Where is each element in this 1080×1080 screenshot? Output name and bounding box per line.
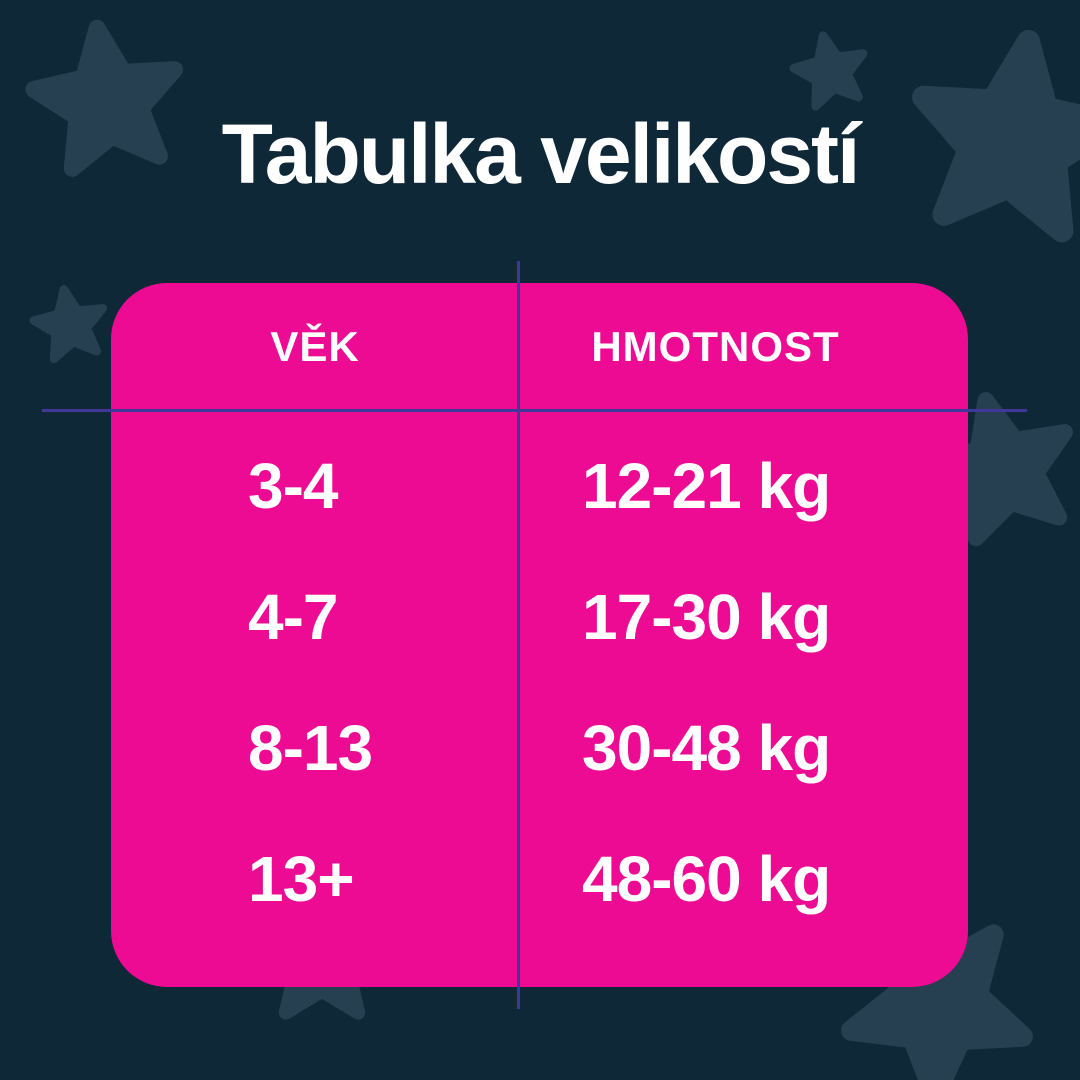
weight-value: 30-48 kg	[582, 711, 831, 784]
table-row: 3-4 12-21 kg	[111, 420, 968, 551]
table-row: 13+ 48-60 kg	[111, 813, 968, 944]
column-header-age: VĚK	[270, 322, 360, 370]
star-icon	[912, 29, 1080, 243]
weight-value: 17-30 kg	[582, 580, 831, 653]
size-table: VĚK HMOTNOST 3-4 12-21 kg 4-7 17-30 kg 8…	[111, 283, 968, 987]
page-title: Tabulka velikostí	[221, 107, 861, 201]
header-divider-line	[42, 409, 1027, 412]
star-icon	[29, 285, 108, 364]
table-body: 3-4 12-21 kg 4-7 17-30 kg 8-13 30-48 kg …	[111, 410, 968, 944]
weight-value: 12-21 kg	[582, 449, 831, 522]
age-value: 3-4	[248, 449, 339, 522]
column-header-weight: HMOTNOST	[591, 322, 840, 370]
age-value: 13+	[248, 842, 355, 915]
age-value: 8-13	[248, 711, 373, 784]
age-value: 4-7	[248, 580, 339, 653]
column-divider-line	[517, 261, 520, 1009]
weight-value: 48-60 kg	[582, 842, 831, 915]
star-icon	[789, 31, 868, 111]
table-row: 8-13 30-48 kg	[111, 682, 968, 813]
star-icon	[25, 19, 184, 177]
table-header-row: VĚK HMOTNOST	[111, 283, 968, 410]
table-row: 4-7 17-30 kg	[111, 551, 968, 682]
